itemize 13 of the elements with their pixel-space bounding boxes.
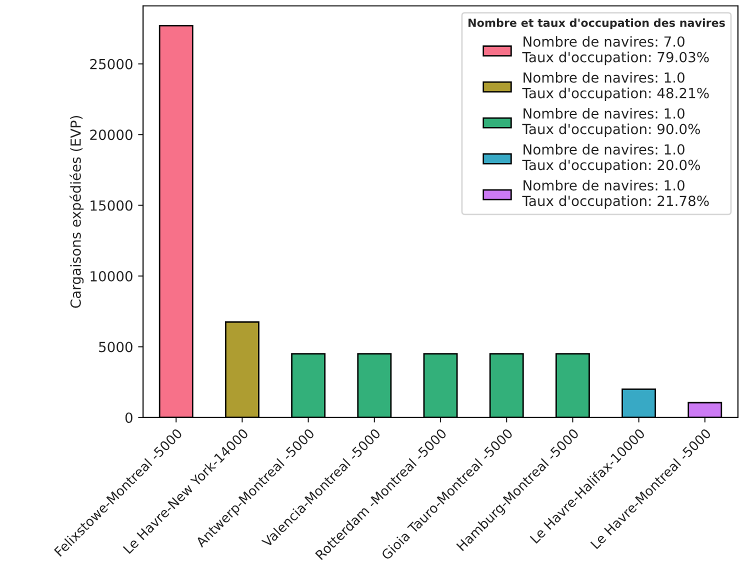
y-tick-label: 0	[125, 412, 132, 423]
legend-label: Nombre de navires: 1.0 Taux d'occupation: 20.0%	[522, 144, 700, 173]
y-tick-label: 10000	[90, 271, 132, 282]
legend-label: Nombre de navires: 7.0 Taux d'occupation: 79.03%	[522, 36, 709, 66]
y-tick-label: 20000	[90, 130, 132, 140]
legend-label: Nombre de navires: 1.0 Taux d'occupation: 90.0%	[522, 108, 700, 137]
y-tick-label: 25000	[90, 58, 132, 70]
legend-label: Nombre de navires: 1.0 Taux d'occupation: 48.21%	[522, 72, 709, 102]
legend-label: Nombre de navires: 1.0 Taux d'occupation: 21.78%	[522, 180, 709, 209]
legend-title: Nombre et taux d'occupation des navires	[468, 18, 725, 30]
y-axis-title: Cargaisons expédiées (EVP)	[70, 116, 84, 308]
y-tick-label: 15000	[90, 200, 132, 211]
y-tick-label: 5000	[99, 342, 132, 352]
